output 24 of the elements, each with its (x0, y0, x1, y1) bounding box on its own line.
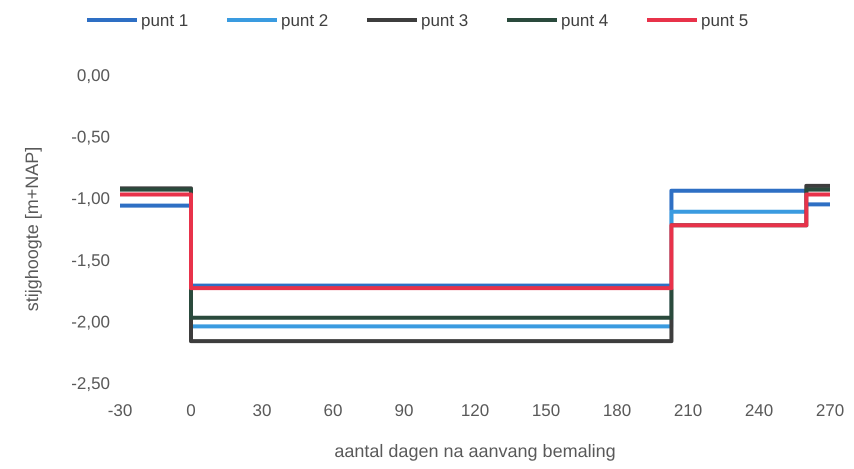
x-tick-label: 60 (324, 401, 342, 420)
legend-label: punt 2 (281, 10, 328, 30)
x-tick-label: -30 (108, 401, 132, 420)
x-tick-label: 270 (816, 401, 844, 420)
legend-label: punt 5 (701, 10, 748, 30)
x-tick-label: 90 (394, 401, 414, 420)
x-tick-label: 120 (460, 401, 490, 420)
legend-label: punt 3 (421, 10, 468, 30)
legend-label: punt 4 (561, 10, 608, 30)
y-axis-title: stijghoogte [m+NAP] (22, 146, 42, 312)
y-tick-label: -1,50 (71, 250, 110, 270)
y-tick-label: -2,00 (71, 312, 110, 332)
x-tick-label: 180 (602, 401, 632, 420)
x-axis-title: aantal dagen na aanvang bemaling (334, 441, 616, 461)
x-tick-label: 210 (674, 401, 702, 420)
x-tick-label: 30 (252, 401, 272, 420)
x-tick-label: 150 (532, 401, 560, 420)
x-tick-label: 240 (744, 401, 774, 420)
y-tick-label: -1,00 (71, 189, 110, 208)
y-tick-label: -0,50 (71, 128, 110, 147)
y-tick-label: -2,50 (71, 374, 110, 393)
y-tick-label: 0,00 (76, 66, 110, 85)
legend-label: punt 1 (141, 10, 188, 30)
x-tick-label: 0 (186, 401, 196, 420)
